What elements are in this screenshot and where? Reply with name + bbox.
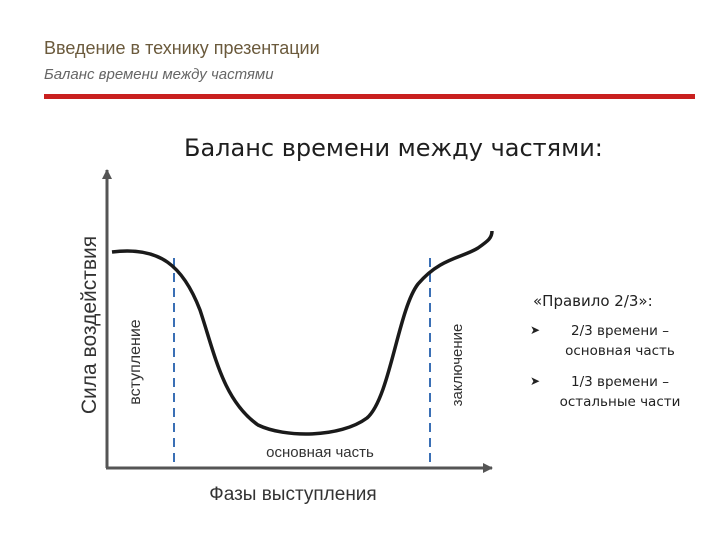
slide-title: Баланс времени между частями: <box>184 134 603 162</box>
header-subtitle: Баланс времени между частями <box>44 66 274 83</box>
rule-list-item: ➤ 1/3 времени – остальные части <box>530 373 715 412</box>
phase-label-intro: вступление <box>127 319 144 405</box>
arrow-right-icon: ➤ <box>530 374 541 389</box>
rule-item-text: 1/3 времени – остальные части <box>559 374 681 410</box>
influence-curve <box>111 230 494 436</box>
header-title: Введение в технику презентации <box>44 38 320 58</box>
arrow-right-icon: ➤ <box>530 323 541 337</box>
phase-label-conclusion: заключение <box>449 324 466 407</box>
phase-label-body: основная часть <box>266 444 374 461</box>
header-divider <box>44 94 695 99</box>
rule-panel: «Правило 2/3»: ➤ 2/3 времени – основная … <box>530 292 715 412</box>
rule-list-item: ➤ 2/3 времени – основная часть <box>530 322 715 361</box>
x-axis-label: Фазы выступления <box>209 484 376 505</box>
rule-heading: «Правило 2/3»: <box>533 292 653 310</box>
y-axis-label: Сила воздействия <box>78 236 101 414</box>
rule-item-text: 2/3 времени – основная часть <box>565 323 675 359</box>
